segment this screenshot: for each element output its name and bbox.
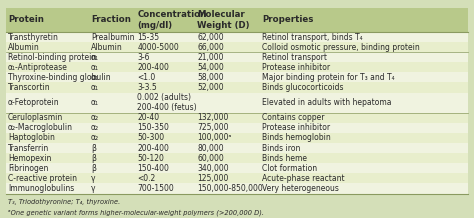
Text: α₁: α₁: [91, 63, 99, 72]
Text: Transcortin: Transcortin: [8, 83, 51, 92]
Bar: [6, 173, 468, 183]
Text: Transferrin: Transferrin: [8, 144, 49, 153]
Text: C-reactive protein: C-reactive protein: [8, 174, 77, 183]
Text: Transthyretin: Transthyretin: [8, 32, 59, 42]
Text: Colloid osmotic pressure, binding protein: Colloid osmotic pressure, binding protei…: [262, 43, 419, 52]
Text: 3-3.5: 3-3.5: [137, 83, 157, 92]
Bar: [6, 183, 468, 194]
Bar: [6, 133, 468, 143]
Bar: [6, 113, 468, 123]
Text: <1.0: <1.0: [137, 73, 155, 82]
Text: 60,000: 60,000: [197, 154, 224, 163]
Bar: [6, 32, 468, 42]
Text: Concentration
(mg/dl): Concentration (mg/dl): [137, 10, 207, 30]
Text: 21,000: 21,000: [197, 53, 224, 62]
Bar: [6, 42, 468, 52]
Text: Major binding protein for T₃ and T₄: Major binding protein for T₃ and T₄: [262, 73, 394, 82]
Text: 4000-5000: 4000-5000: [137, 43, 179, 52]
Text: Albumin: Albumin: [91, 43, 123, 52]
Text: β: β: [91, 154, 96, 163]
Text: 20-40: 20-40: [137, 113, 159, 122]
Bar: [6, 143, 468, 153]
Text: Clot formation: Clot formation: [262, 164, 317, 173]
Text: Albumin: Albumin: [8, 43, 40, 52]
Text: Molecular
Weight (D): Molecular Weight (D): [197, 10, 250, 30]
Text: <0.2: <0.2: [137, 174, 155, 183]
Text: Ceruloplasmin: Ceruloplasmin: [8, 113, 63, 122]
Bar: [6, 52, 468, 62]
Text: γ: γ: [91, 184, 96, 193]
Text: 100,000ᵃ: 100,000ᵃ: [197, 133, 232, 143]
Text: α₁: α₁: [91, 98, 99, 107]
Text: 52,000: 52,000: [197, 83, 224, 92]
Text: 62,000: 62,000: [197, 32, 224, 42]
Bar: [6, 82, 468, 93]
Bar: [6, 153, 468, 163]
Text: Prealbumin: Prealbumin: [91, 32, 135, 42]
Text: 50-300: 50-300: [137, 133, 164, 143]
Text: α₂: α₂: [91, 133, 99, 143]
Bar: [6, 62, 468, 72]
Text: γ: γ: [91, 174, 96, 183]
Text: Retinol-binding protein: Retinol-binding protein: [8, 53, 96, 62]
Text: ᵃOne genetic variant forms higher-molecular-weight polymers (>200,000 D).: ᵃOne genetic variant forms higher-molecu…: [8, 209, 264, 216]
Text: α₂: α₂: [91, 123, 99, 132]
Text: 125,000: 125,000: [197, 174, 228, 183]
Text: 0.002 (adults)
200-400 (fetus): 0.002 (adults) 200-400 (fetus): [137, 93, 197, 112]
Text: α-Fetoprotein: α-Fetoprotein: [8, 98, 60, 107]
Text: Retinol transport: Retinol transport: [262, 53, 327, 62]
Text: α₂-Macroglobulin: α₂-Macroglobulin: [8, 123, 73, 132]
Text: 200-400: 200-400: [137, 63, 169, 72]
Text: 150-400: 150-400: [137, 164, 169, 173]
Text: Protein: Protein: [8, 15, 44, 24]
Text: α₁-Antiprotease: α₁-Antiprotease: [8, 63, 68, 72]
Text: Binds hemoglobin: Binds hemoglobin: [262, 133, 331, 143]
Text: Binds glucocorticoids: Binds glucocorticoids: [262, 83, 344, 92]
Text: 54,000: 54,000: [197, 63, 224, 72]
Text: Elevated in adults with hepatoma: Elevated in adults with hepatoma: [262, 98, 392, 107]
Text: 58,000: 58,000: [197, 73, 224, 82]
Bar: [6, 93, 468, 113]
Text: Protease inhibitor: Protease inhibitor: [262, 63, 330, 72]
Bar: [6, 72, 468, 82]
Text: 3-6: 3-6: [137, 53, 150, 62]
Text: Immunoglobulins: Immunoglobulins: [8, 184, 74, 193]
Bar: [6, 163, 468, 173]
Text: T₃, Triodothyronine; T₄, thyroxine.: T₃, Triodothyronine; T₄, thyroxine.: [8, 199, 120, 205]
Text: Binds heme: Binds heme: [262, 154, 307, 163]
Text: 700-1500: 700-1500: [137, 184, 174, 193]
Text: Haptoglobin: Haptoglobin: [8, 133, 55, 143]
Text: Thyroxine-binding globulin: Thyroxine-binding globulin: [8, 73, 110, 82]
Text: β: β: [91, 144, 96, 153]
Text: Contains copper: Contains copper: [262, 113, 325, 122]
Bar: [6, 8, 468, 32]
Text: Fraction: Fraction: [91, 15, 131, 24]
Text: Fibrinogen: Fibrinogen: [8, 164, 48, 173]
Text: 15-35: 15-35: [137, 32, 159, 42]
Text: 340,000: 340,000: [197, 164, 229, 173]
Text: 150,000-850,000: 150,000-850,000: [197, 184, 263, 193]
Text: 150-350: 150-350: [137, 123, 169, 132]
Text: Very heterogeneous: Very heterogeneous: [262, 184, 339, 193]
Text: 725,000: 725,000: [197, 123, 229, 132]
Text: α₁: α₁: [91, 73, 99, 82]
Text: 66,000: 66,000: [197, 43, 224, 52]
Text: 50-120: 50-120: [137, 154, 164, 163]
Bar: [6, 123, 468, 133]
Text: Protease inhibitor: Protease inhibitor: [262, 123, 330, 132]
Text: α₁: α₁: [91, 83, 99, 92]
Text: Properties: Properties: [262, 15, 313, 24]
Text: β: β: [91, 164, 96, 173]
Text: α₁: α₁: [91, 53, 99, 62]
Text: α₂: α₂: [91, 113, 99, 122]
Text: 132,000: 132,000: [197, 113, 228, 122]
Text: 200-400: 200-400: [137, 144, 169, 153]
Text: Binds iron: Binds iron: [262, 144, 301, 153]
Text: Hemopexin: Hemopexin: [8, 154, 51, 163]
Text: 80,000: 80,000: [197, 144, 224, 153]
Text: Acute-phase reactant: Acute-phase reactant: [262, 174, 345, 183]
Text: Retinol transport, binds T₄: Retinol transport, binds T₄: [262, 32, 363, 42]
